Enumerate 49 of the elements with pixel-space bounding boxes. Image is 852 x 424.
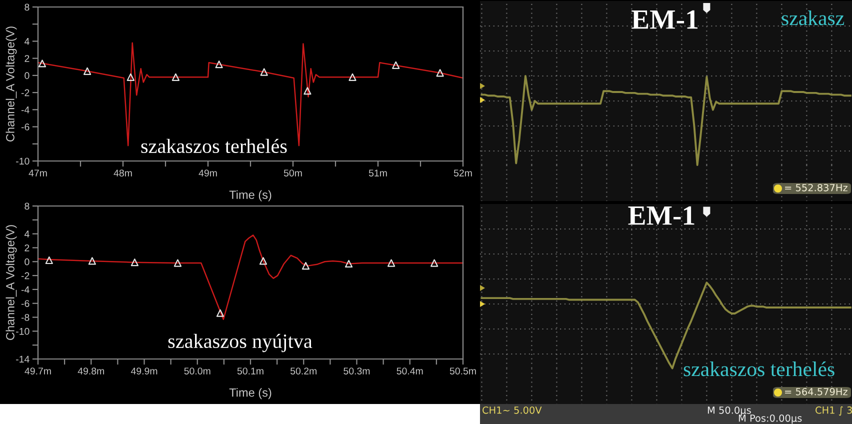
y-tick-label: 8 bbox=[24, 202, 30, 210]
x-tick-label: 50.5m bbox=[450, 368, 476, 374]
text: = 564.579Hz bbox=[785, 388, 848, 396]
text: M Pos:0.00μs bbox=[738, 414, 802, 424]
x-tick-label: 52m bbox=[454, 170, 472, 176]
y-axis-title: Channel_A Voltage(V) bbox=[6, 26, 17, 142]
annotation: szakaszos terhelés bbox=[141, 138, 287, 154]
text: M 50.0μs bbox=[708, 406, 751, 416]
y-tick-label: -4 bbox=[21, 286, 30, 293]
annotation: szakaszos terhelés bbox=[684, 362, 834, 376]
x-axis-title: Time (s) bbox=[229, 190, 272, 202]
y-tick-label: -10 bbox=[16, 328, 30, 335]
x-tick-label: 49.8m bbox=[78, 368, 104, 374]
x-tick-label: 50.1m bbox=[237, 368, 264, 374]
y-tick-label: -8 bbox=[21, 314, 30, 321]
y-tick-label: 0 bbox=[24, 72, 30, 80]
text: CH1~ 5.00V bbox=[482, 406, 542, 414]
x-tick-label: 49.9m bbox=[130, 368, 158, 374]
x-tick-label: 49m bbox=[198, 170, 217, 176]
y-tick-label: -10 bbox=[16, 158, 30, 165]
x-tick-label: 50m bbox=[284, 170, 302, 176]
chart-title: EM-1 bbox=[632, 10, 698, 29]
x-tick-label: 51m bbox=[368, 170, 387, 176]
chart-title: EM-1 bbox=[628, 206, 694, 225]
x-tick-label: 49.7m bbox=[24, 368, 51, 374]
y-tick-label: -14 bbox=[16, 356, 30, 363]
x-tick-label: 47m bbox=[28, 170, 47, 176]
y-tick-label: 2 bbox=[24, 244, 30, 252]
text: CH1 ∫ 3 bbox=[816, 406, 852, 416]
y-axis-title: Channel_A Voltage(V) bbox=[6, 225, 17, 340]
annotation: szakaszos nyújtva bbox=[168, 334, 312, 352]
x-tick-label: 50.2m bbox=[290, 368, 316, 374]
x-tick-label: 48m bbox=[114, 170, 132, 176]
y-tick-label: 4 bbox=[24, 38, 30, 45]
y-tick-label: 4 bbox=[24, 230, 30, 238]
y-tick-label: -6 bbox=[21, 124, 30, 130]
x-axis-title: Time (s) bbox=[229, 388, 272, 400]
y-tick-label: -4 bbox=[21, 106, 30, 114]
y-tick-label: 8 bbox=[24, 4, 30, 11]
x-tick-label: 50.0m bbox=[184, 368, 210, 374]
y-tick-label: -2 bbox=[21, 89, 30, 96]
y-tick-label: 0 bbox=[24, 258, 30, 266]
y-tick-label: 2 bbox=[24, 55, 30, 62]
y-tick-label: -6 bbox=[21, 300, 30, 307]
text: = 552.837Hz bbox=[785, 184, 848, 192]
text: szakasz bbox=[782, 10, 844, 26]
x-tick-label: 50.3m bbox=[344, 368, 370, 374]
y-tick-label: -2 bbox=[21, 272, 30, 280]
x-tick-label: 50.4m bbox=[396, 368, 423, 374]
